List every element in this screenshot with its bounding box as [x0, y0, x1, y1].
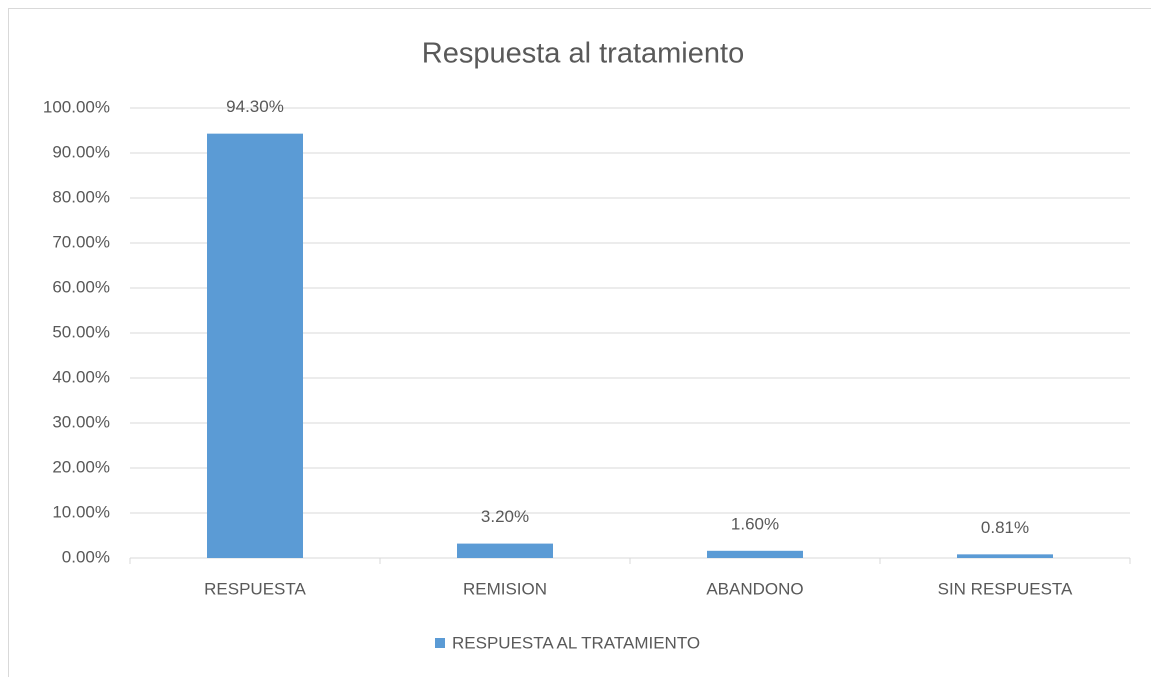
bar — [707, 550, 803, 558]
data-label: 94.30% — [226, 97, 284, 116]
chart-border — [8, 8, 1151, 677]
legend-label: RESPUESTA AL TRATAMIENTO — [452, 633, 700, 652]
data-label: 3.20% — [481, 507, 529, 526]
bar — [457, 543, 553, 558]
legend-swatch — [435, 638, 445, 648]
x-tick-label: SIN RESPUESTA — [938, 579, 1073, 598]
data-label: 1.60% — [731, 514, 779, 533]
chart-title: Respuesta al tratamiento — [422, 38, 744, 70]
bar — [957, 554, 1053, 558]
x-tick-label: REMISION — [463, 579, 547, 598]
y-tick-label: 70.00% — [52, 232, 110, 251]
y-tick-label: 40.00% — [52, 367, 110, 386]
y-tick-label: 100.00% — [43, 97, 110, 116]
x-tick-label: ABANDONO — [706, 579, 803, 598]
x-tick-label: RESPUESTA — [204, 579, 306, 598]
y-tick-label: 20.00% — [52, 457, 110, 476]
y-tick-label: 10.00% — [52, 502, 110, 521]
bar — [207, 133, 303, 558]
y-tick-label: 60.00% — [52, 277, 110, 296]
y-tick-label: 90.00% — [52, 142, 110, 161]
data-label: 0.81% — [981, 518, 1029, 537]
y-tick-label: 30.00% — [52, 412, 110, 431]
y-tick-label: 50.00% — [52, 322, 110, 341]
y-tick-label: 0.00% — [62, 547, 110, 566]
y-tick-label: 80.00% — [52, 187, 110, 206]
